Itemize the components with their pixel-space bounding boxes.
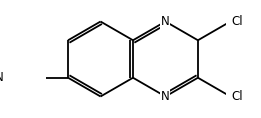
Text: Cl: Cl — [231, 15, 243, 28]
Text: Cl: Cl — [231, 90, 243, 103]
Text: N: N — [161, 90, 170, 103]
Text: N: N — [161, 15, 170, 28]
Text: N: N — [0, 71, 4, 84]
